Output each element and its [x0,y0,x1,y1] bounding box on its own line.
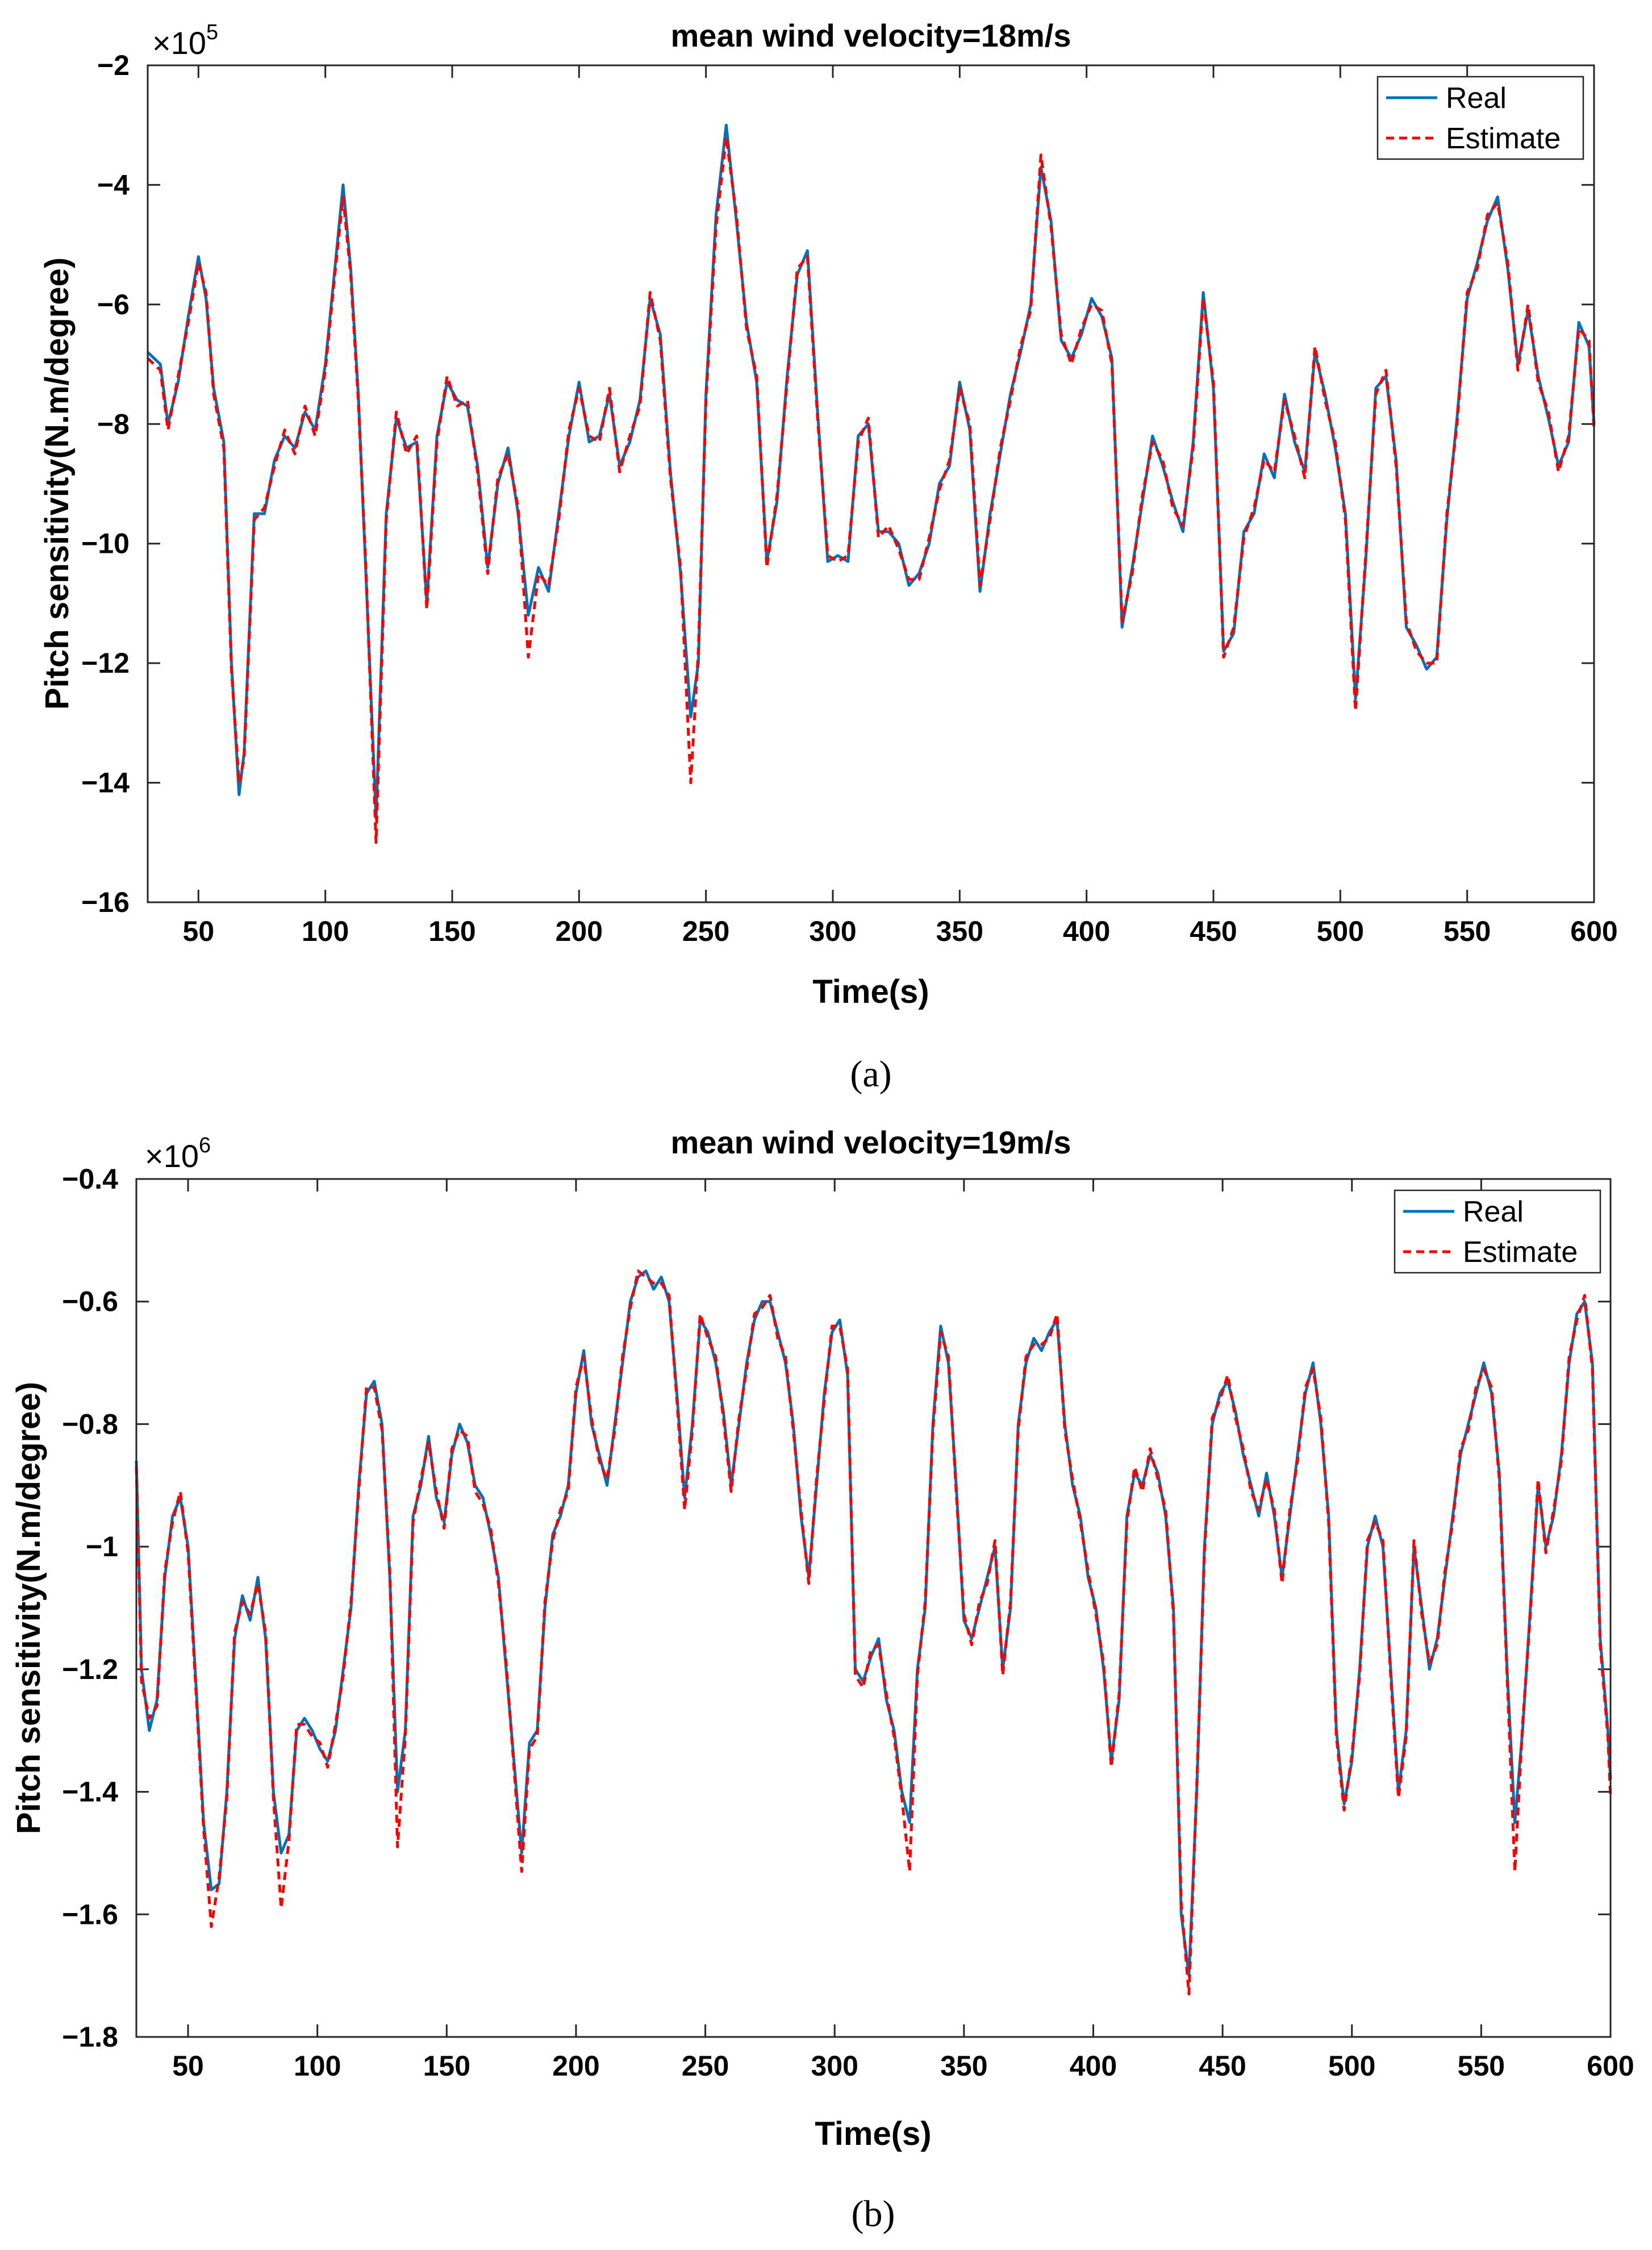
legend-a: Real Estimate [1376,76,1584,160]
y-exponent-b: ×106 [145,1134,211,1174]
y-axis-label-b: Pitch sensitivity(N.m/degree) [10,1382,47,1834]
x-tick-label-b-1: 100 [294,2050,341,2082]
x-axis-label-a: Time(s) [812,973,929,1010]
panel-label-b: (b) [852,2193,895,2235]
x-tick-label-a-2: 150 [428,915,475,947]
x-tick-label-b-6: 350 [940,2050,987,2082]
plot-area-b [136,1179,1611,2037]
chart-panel-a: mean wind velocity=18m/s ×105 −16−14−12−… [39,18,1618,1095]
y-tick-label-b-5: −0.8 [62,1408,118,1440]
x-tick-label-a-8: 450 [1190,915,1237,947]
x-tick-label-b-9: 500 [1328,2050,1375,2082]
legend-b: Real Estimate [1394,1189,1601,1274]
legend-box-b [1394,1189,1601,1274]
x-tick-label-a-10: 550 [1444,915,1491,947]
legend-estimate-label-b: Estimate [1463,1236,1578,1269]
x-tick-label-a-9: 500 [1317,915,1364,947]
y-tick-label-b-1: −1.6 [62,1898,118,1930]
y-tick-label-a-1: −14 [81,767,130,799]
y-tick-label-b-3: −1.2 [62,1653,118,1685]
plot-frame-b [135,1178,1612,2038]
y-axis-label-a: Pitch sensitivity(N.m/degree) [39,257,76,710]
x-tick-label-a-11: 600 [1570,915,1617,947]
x-axis-label-b: Time(s) [815,2115,931,2152]
legend-real-label-b: Real [1463,1195,1524,1228]
y-tick-label-a-6: −4 [97,169,130,201]
y-tick-label-a-4: −8 [97,408,130,440]
legend-estimate-label-a: Estimate [1446,122,1561,155]
x-tick-label-a-7: 400 [1063,915,1110,947]
y-tick-label-b-0: −1.8 [62,2021,118,2053]
x-tick-label-b-11: 600 [1587,2050,1634,2082]
panel-label-a: (a) [850,1053,891,1095]
y-exponent-power-a: 5 [206,20,218,44]
x-tick-label-b-4: 250 [682,2050,729,2082]
x-tick-label-a-1: 100 [302,915,349,947]
y-exponent-power-b: 6 [199,1134,211,1157]
y-tick-label-a-0: −16 [81,886,130,918]
y-exponent-base-b: ×10 [145,1138,199,1174]
y-tick-label-b-7: −0.4 [62,1163,118,1195]
x-tick-label-b-0: 50 [172,2050,204,2082]
plot-frame-a [147,64,1595,903]
x-tick-label-a-3: 200 [556,915,603,947]
chart-panel-b: mean wind velocity=19m/s ×106 −1.8 −1.6 −1… [10,1124,1634,2235]
x-tick-label-a-0: 50 [183,915,215,947]
y-exponent-base-a: ×10 [152,25,206,61]
legend-box-a [1376,76,1584,160]
x-tick-label-b-5: 300 [811,2050,858,2082]
x-ticks-b: 50 100 150 200 250 300 350 400 450 500 550 600 [172,1179,1634,2082]
x-tick-label-b-7: 400 [1070,2050,1117,2082]
x-tick-label-b-10: 550 [1458,2050,1505,2082]
y-tick-label-a-2: −12 [81,647,130,679]
y-tick-label-a-5: −6 [97,289,130,320]
chart-title-a: mean wind velocity=18m/s [671,18,1071,53]
plot-area-a [148,65,1594,902]
y-tick-label-a-7: −2 [97,49,130,81]
x-tick-label-b-8: 450 [1199,2050,1246,2082]
x-tick-label-b-3: 200 [552,2050,599,2082]
y-exponent-a: ×105 [152,20,218,61]
legend-real-label-a: Real [1446,82,1507,115]
x-tick-label-b-2: 150 [423,2050,470,2082]
x-tick-label-a-4: 250 [682,915,729,947]
chart-title-b: mean wind velocity=19m/s [671,1124,1071,1160]
x-tick-label-a-5: 300 [809,915,856,947]
estimate-line-b [135,1269,1612,1995]
y-ticks-a: −16 −14 −12 −10 −8 −6 −4 −2 [81,49,1594,918]
x-tick-label-a-6: 350 [936,915,983,947]
x-ticks-a: 50 100 150 200 250 300 350 400 450 500 550 600 [183,65,1618,947]
y-tick-label-b-6: −0.6 [62,1286,118,1318]
y-tick-label-a-3: −10 [81,528,130,560]
estimate-line-a [147,135,1596,844]
y-tick-label-b-2: −1.4 [62,1776,118,1808]
y-tick-label-b-4: −1 [86,1531,118,1563]
